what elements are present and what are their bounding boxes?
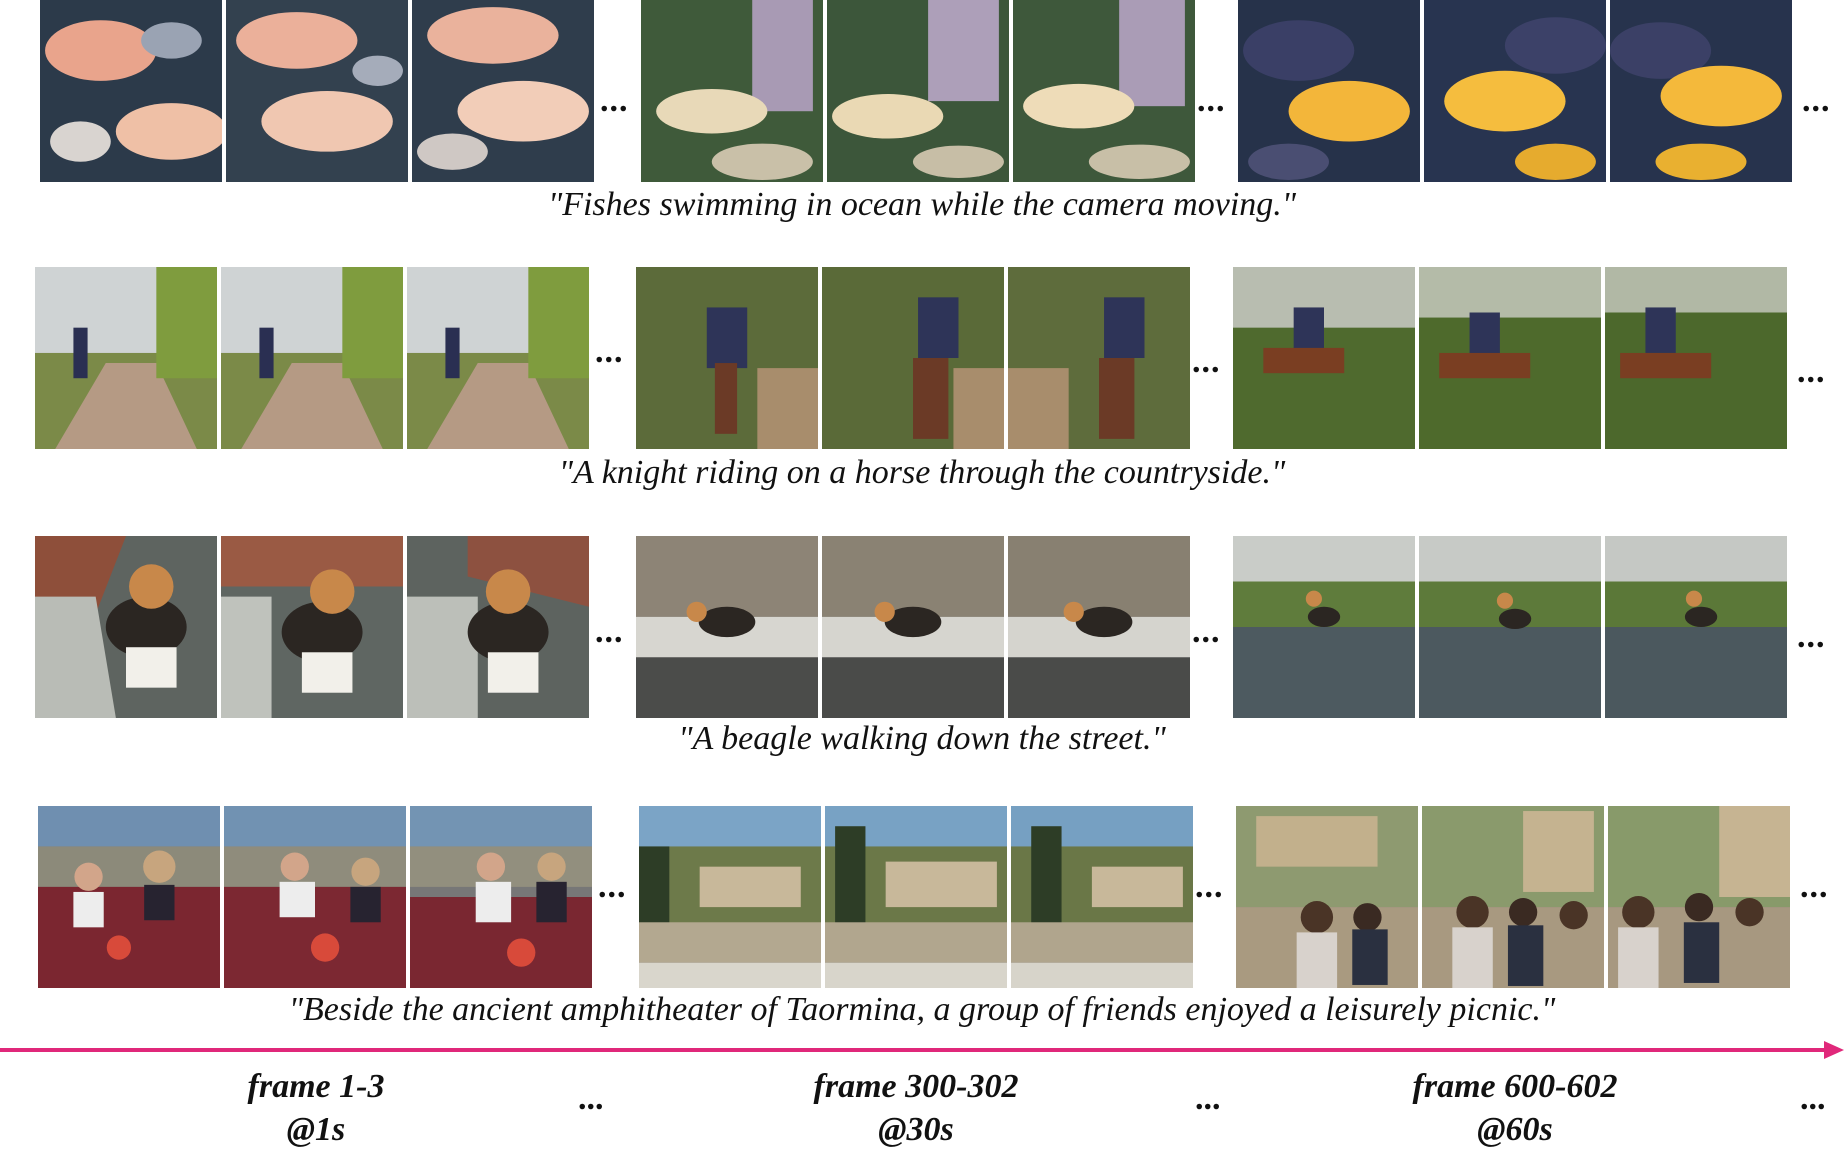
frame-thumbnail	[1011, 806, 1193, 988]
ellipsis: ...	[1802, 82, 1831, 119]
frame-thumbnail	[636, 267, 818, 449]
ellipsis: ...	[1800, 868, 1829, 905]
frame-thumbnail	[412, 0, 594, 182]
frame-thumbnail	[410, 806, 592, 988]
frame-thumbnail	[822, 267, 1004, 449]
frame-thumbnail	[407, 536, 589, 718]
frame-thumbnail	[639, 806, 821, 988]
frame-thumbnail	[1013, 0, 1195, 182]
timeline-arrow	[0, 1041, 1844, 1059]
frame-thumbnail	[35, 536, 217, 718]
timeline-frames: frame 1-3	[247, 1068, 385, 1105]
frame-thumbnail	[1233, 536, 1415, 718]
frame-thumbnail	[1233, 267, 1415, 449]
ellipsis: ...	[1195, 1080, 1221, 1117]
timeline-time: @30s	[878, 1111, 954, 1148]
ellipsis: ...	[1797, 618, 1826, 655]
frame-thumbnail	[1419, 536, 1601, 718]
timeline-label: frame 300-302 @30s	[766, 1065, 1066, 1151]
ellipsis: ...	[1192, 343, 1221, 380]
ellipsis: ...	[1195, 868, 1224, 905]
prompt-caption: "Fishes swimming in ocean while the came…	[547, 186, 1297, 223]
timeline-frames: frame 300-302	[813, 1068, 1019, 1105]
ellipsis: ...	[1800, 1080, 1826, 1117]
frame-thumbnail	[38, 806, 220, 988]
frame-thumbnail	[827, 0, 1009, 182]
frame-thumbnail	[1008, 536, 1190, 718]
timeline-label: frame 1-3 @1s	[166, 1065, 466, 1151]
frame-thumbnail	[221, 267, 403, 449]
frame-thumbnail	[636, 536, 818, 718]
ellipsis: ...	[1797, 353, 1826, 390]
ellipsis: ...	[1192, 613, 1221, 650]
frame-thumbnail	[825, 806, 1007, 988]
prompt-caption: "A knight riding on a horse through the …	[558, 454, 1286, 491]
timeline-frames: frame 600-602	[1412, 1068, 1618, 1105]
prompt-caption: "A beagle walking down the street."	[678, 720, 1166, 757]
ellipsis: ...	[600, 82, 629, 119]
frame-thumbnail	[1008, 267, 1190, 449]
ellipsis: ...	[1197, 82, 1226, 119]
frame-thumbnail	[1238, 0, 1420, 182]
frame-thumbnail	[407, 267, 589, 449]
frame-thumbnail	[1605, 536, 1787, 718]
ellipsis: ...	[578, 1080, 604, 1117]
frame-thumbnail	[1424, 0, 1606, 182]
frame-thumbnail	[226, 0, 408, 182]
frame-thumbnail	[1608, 806, 1790, 988]
frame-thumbnail	[1605, 267, 1787, 449]
ellipsis: ...	[598, 868, 627, 905]
frame-thumbnail	[1419, 267, 1601, 449]
frame-thumbnail	[221, 536, 403, 718]
frame-thumbnail	[35, 267, 217, 449]
ellipsis: ...	[595, 613, 624, 650]
frame-thumbnail	[822, 536, 1004, 718]
timeline-time: @1s	[286, 1111, 346, 1148]
timeline-time: @60s	[1477, 1111, 1553, 1148]
prompt-caption: "Beside the ancient amphitheater of Taor…	[288, 991, 1556, 1028]
frame-thumbnail	[641, 0, 823, 182]
frame-thumbnail	[1236, 806, 1418, 988]
frame-thumbnail	[224, 806, 406, 988]
frame-thumbnail	[1422, 806, 1604, 988]
timeline-label: frame 600-602 @60s	[1365, 1065, 1665, 1151]
frame-thumbnail	[40, 0, 222, 182]
frame-thumbnail	[1610, 0, 1792, 182]
ellipsis: ...	[595, 333, 624, 370]
